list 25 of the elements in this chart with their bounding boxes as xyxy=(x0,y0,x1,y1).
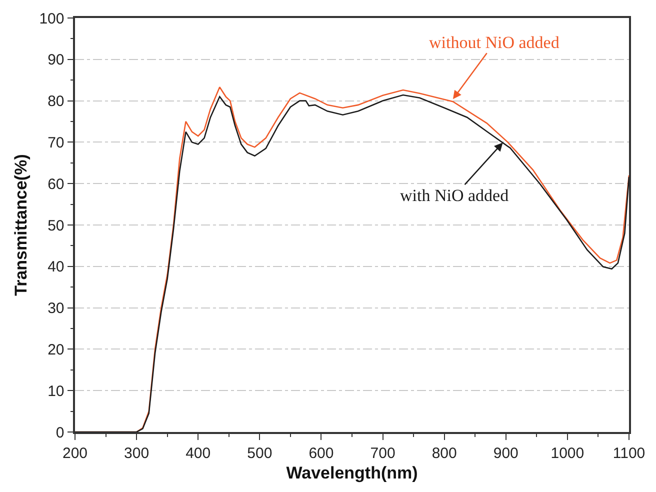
x-tick-label: 500 xyxy=(247,444,272,462)
y-tick-label: 50 xyxy=(48,217,64,234)
y-tick-label: 40 xyxy=(48,258,64,276)
x-tick-label: 1100 xyxy=(612,444,646,462)
annotation: with NiO added xyxy=(400,186,510,205)
x-axis-title: Wavelength(nm) xyxy=(286,464,418,483)
y-tick-label: 70 xyxy=(48,134,64,152)
x-tick-label: 700 xyxy=(370,444,396,462)
y-tick-label: 20 xyxy=(48,341,64,358)
x-tick-label: 800 xyxy=(432,444,457,462)
y-tick-label: 100 xyxy=(39,10,64,28)
annotation: without NiO added xyxy=(429,33,560,52)
y-tick-label: 80 xyxy=(48,93,64,110)
x-tick-label: 900 xyxy=(493,444,518,462)
x-tick-label: 600 xyxy=(308,444,334,462)
x-tick-label: 300 xyxy=(124,444,150,462)
y-tick-label: 10 xyxy=(48,382,64,400)
y-tick-label: 30 xyxy=(48,300,64,318)
x-tick-label: 400 xyxy=(186,444,211,462)
y-tick-label: 0 xyxy=(56,424,64,442)
x-tick-label: 200 xyxy=(62,444,88,462)
y-tick-label: 90 xyxy=(48,52,64,69)
x-tick-label: 1000 xyxy=(550,444,584,462)
y-tick-label: 60 xyxy=(48,176,64,193)
y-axis-title: Transmittance(%) xyxy=(11,154,30,296)
